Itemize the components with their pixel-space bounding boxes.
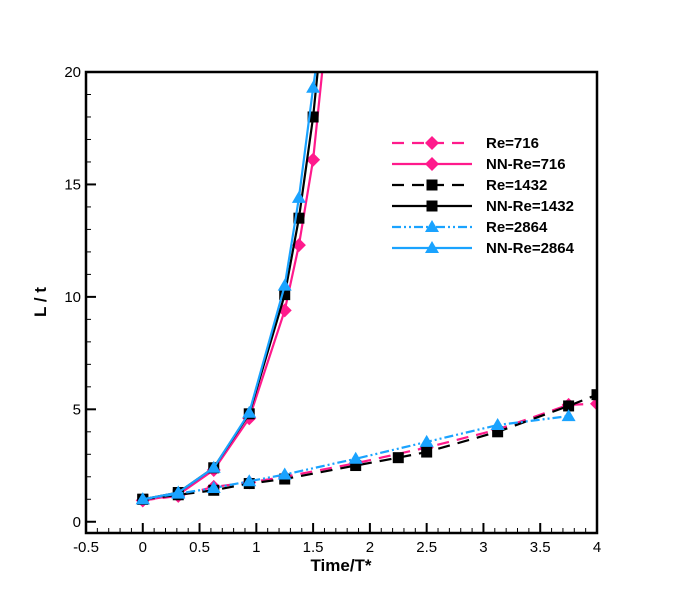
series-line xyxy=(142,72,319,501)
data-point xyxy=(307,111,319,123)
series-line xyxy=(142,72,324,502)
x-tick-label: 1.5 xyxy=(303,539,324,556)
series-re-2864 xyxy=(135,409,576,505)
x-tick-label: -0.5 xyxy=(73,539,99,556)
x-axis-title: Time/T* xyxy=(310,556,371,575)
series-re-1432 xyxy=(137,389,597,505)
legend-marker xyxy=(426,179,438,191)
legend-marker xyxy=(425,241,439,253)
data-point xyxy=(171,485,186,498)
x-tick-label: 3 xyxy=(479,539,487,556)
data-point xyxy=(419,434,434,447)
legend-marker xyxy=(425,157,439,171)
x-tick-label: 0.5 xyxy=(189,539,210,556)
x-tick-label: 2 xyxy=(366,539,374,556)
data-point xyxy=(279,289,291,301)
y-axis-title: L / t xyxy=(31,287,50,317)
legend-label: Re=2864 xyxy=(486,219,548,236)
x-tick-label: 3.5 xyxy=(530,539,551,556)
x-tick-label: 1 xyxy=(252,539,260,556)
legend-entry: Re=1432 xyxy=(392,177,547,194)
data-point xyxy=(206,460,221,473)
legend-label: Re=716 xyxy=(486,135,539,152)
legend-label: NN-Re=716 xyxy=(486,156,566,173)
x-tick-label: 2.5 xyxy=(416,539,437,556)
x-tick-label: 4 xyxy=(593,539,601,556)
legend-entry: NN-Re=716 xyxy=(392,156,566,173)
legend-entry: Re=716 xyxy=(392,135,539,152)
legend-marker xyxy=(426,200,438,212)
data-point xyxy=(348,451,363,464)
data-point xyxy=(135,492,150,505)
legend-label: NN-Re=1432 xyxy=(486,198,574,215)
series-nn-re-1432 xyxy=(137,72,319,505)
y-tick-label: 0 xyxy=(73,514,81,531)
y-tick-label: 5 xyxy=(73,401,81,418)
data-point xyxy=(392,452,404,464)
ticks-layer: -0.5 0 0.5 1 1.5 2 2.5 3 3.5 4 0 5 10 15 20 xyxy=(64,64,601,556)
series-layer xyxy=(135,72,597,508)
data-point xyxy=(306,152,321,167)
series-nn-re-716 xyxy=(135,72,324,508)
legend-entry: NN-Re=1432 xyxy=(392,198,574,215)
data-point xyxy=(492,426,504,438)
data-point xyxy=(561,409,576,422)
data-point xyxy=(306,80,321,93)
y-tick-label: 20 xyxy=(64,64,81,81)
legend-entry: Re=2864 xyxy=(392,219,548,236)
series-line xyxy=(142,402,597,502)
data-point xyxy=(277,278,292,291)
series-line xyxy=(142,393,597,501)
plot-frame xyxy=(84,70,599,535)
legend-label: Re=1432 xyxy=(486,177,547,194)
data-point xyxy=(242,474,257,487)
data-point xyxy=(277,467,292,480)
y-tick-label: 15 xyxy=(64,176,81,193)
data-point xyxy=(563,400,575,412)
legend-entry: NN-Re=2864 xyxy=(392,240,575,257)
legend: Re=716 NN-Re=716 Re=1432 NN-Re=1432 Re=2864 N… xyxy=(392,135,575,257)
data-point xyxy=(591,389,597,401)
legend-marker xyxy=(425,220,439,232)
data-point xyxy=(242,405,257,418)
data-point xyxy=(206,481,221,494)
x-tick-label: 0 xyxy=(139,539,147,556)
data-point xyxy=(490,418,505,431)
legend-marker xyxy=(425,136,439,150)
data-point xyxy=(421,446,433,458)
data-point xyxy=(293,212,305,224)
y-tick-label: 10 xyxy=(64,289,81,306)
data-point xyxy=(350,460,362,472)
data-point xyxy=(291,190,306,203)
series-line xyxy=(142,72,317,501)
series-nn-re-2864 xyxy=(135,72,321,505)
legend-label: NN-Re=2864 xyxy=(486,240,575,257)
